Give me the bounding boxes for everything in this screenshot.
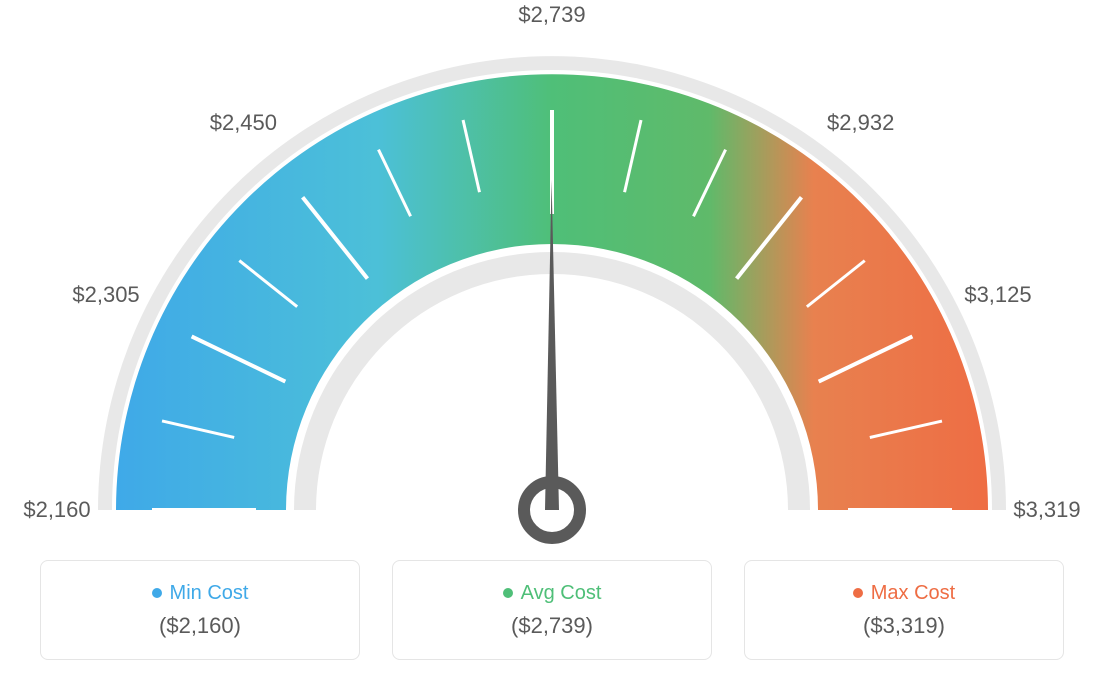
legend-value: ($2,160) [159,613,241,639]
legend-title-min: Min Cost [152,582,249,605]
gauge-tick-label: $2,739 [518,2,585,28]
legend-card-avg: Avg Cost ($2,739) [392,560,712,660]
gauge-tick-label: $2,160 [23,497,90,523]
legend-row: Min Cost ($2,160) Avg Cost ($2,739) Max … [0,560,1104,660]
legend-label: Avg Cost [521,582,602,605]
gauge-tick-label: $3,319 [1013,497,1080,523]
dot-icon [853,588,863,598]
dot-icon [503,588,513,598]
legend-title-max: Max Cost [853,582,955,605]
legend-label: Max Cost [871,582,955,605]
gauge-chart: $2,160 $2,305 $2,450 $2,739 $2,932 $3,125 $3,3… [0,0,1104,540]
legend-label: Min Cost [170,582,249,605]
legend-title-avg: Avg Cost [503,582,602,605]
legend-value: ($3,319) [863,613,945,639]
dot-icon [152,588,162,598]
gauge-tick-label: $3,125 [964,282,1031,308]
gauge-tick-label: $2,305 [72,282,139,308]
legend-card-min: Min Cost ($2,160) [40,560,360,660]
gauge-tick-label: $2,450 [210,110,277,136]
gauge-svg [0,0,1104,560]
legend-card-max: Max Cost ($3,319) [744,560,1064,660]
gauge-tick-label: $2,932 [827,110,894,136]
legend-value: ($2,739) [511,613,593,639]
